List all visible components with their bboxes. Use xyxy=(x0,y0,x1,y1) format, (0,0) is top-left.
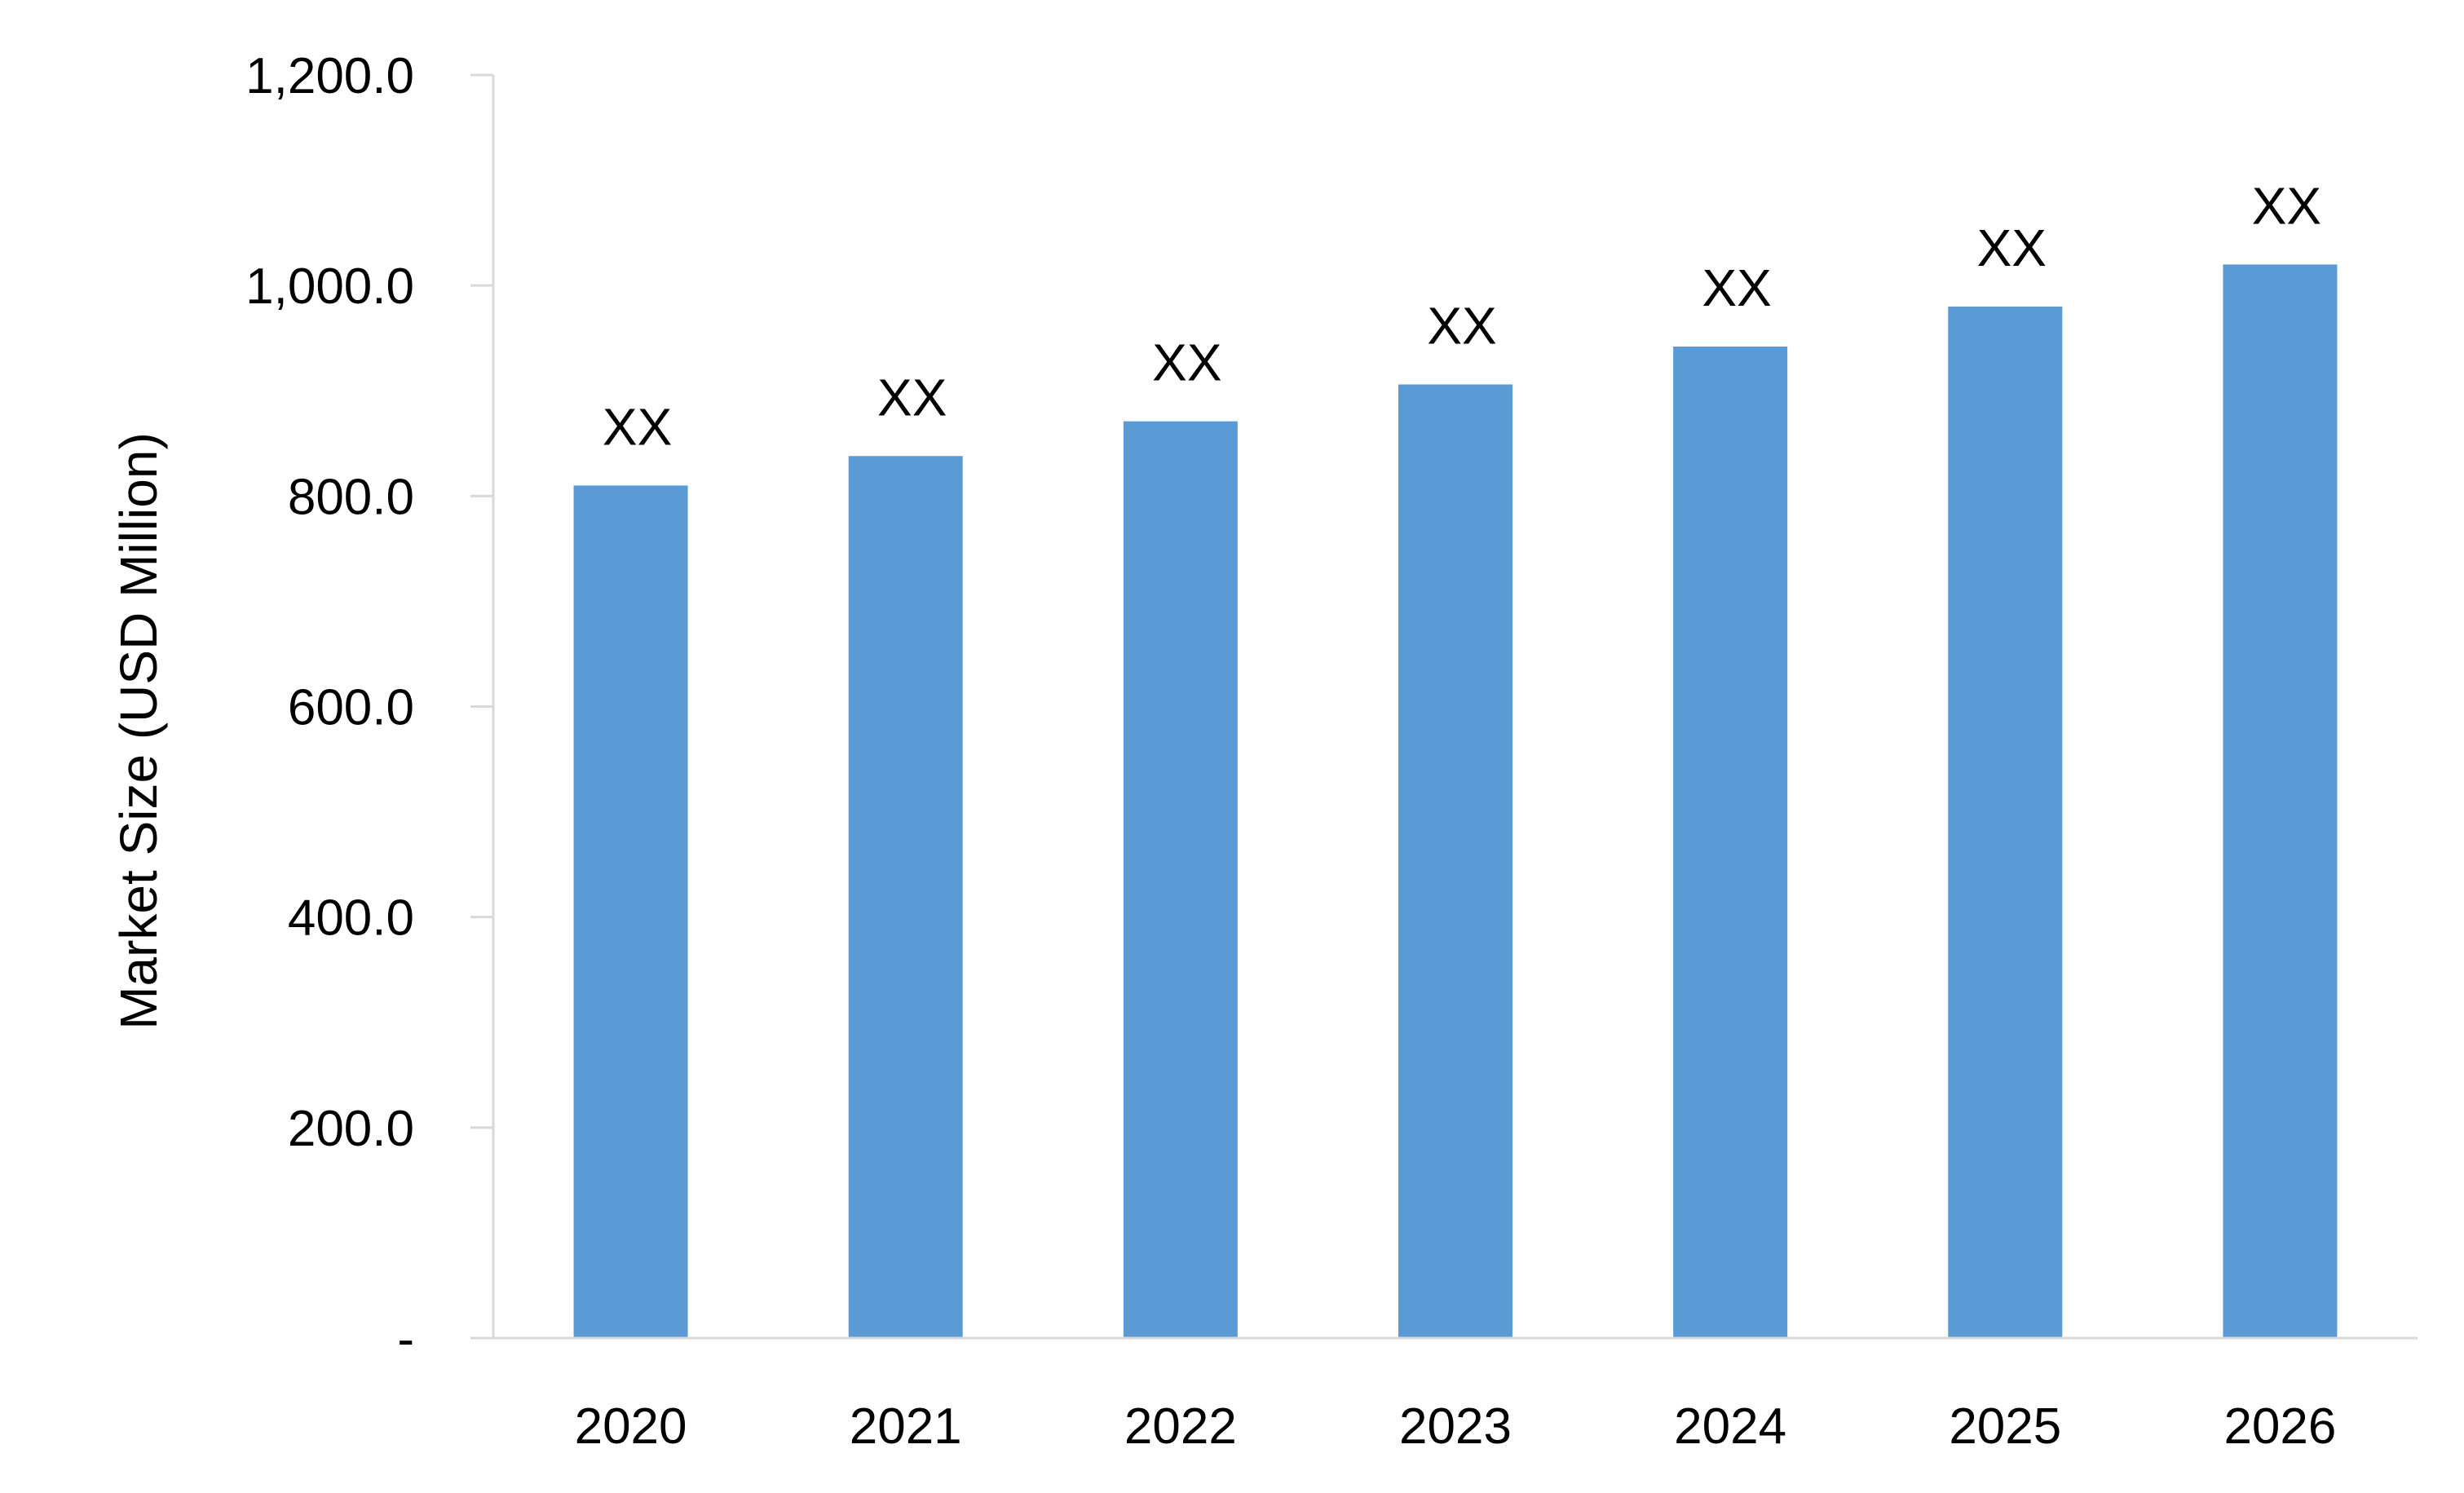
data-label-2022: XX xyxy=(1152,333,1221,392)
data-label-2026: XX xyxy=(2252,176,2321,235)
y-tick-label: 600.0 xyxy=(288,680,414,736)
bars xyxy=(573,264,2338,1339)
y-axis-ticks: - 200.0 400.0 600.0 800.0 1,000.0 1,200.0 xyxy=(245,48,493,1367)
bar-2024 xyxy=(1673,347,1788,1338)
bar-2023 xyxy=(1398,384,1512,1338)
y-tick-label: - xyxy=(397,1311,414,1367)
x-tick-label-2021: 2021 xyxy=(850,1398,962,1455)
bar-2020 xyxy=(573,485,688,1338)
x-tick-label-2020: 2020 xyxy=(575,1398,687,1455)
x-tick-label-2023: 2023 xyxy=(1399,1398,1512,1455)
data-label-2020: XX xyxy=(603,397,672,456)
bar-2022 xyxy=(1123,421,1238,1339)
data-label-2021: XX xyxy=(877,368,947,426)
y-tick-label: 200.0 xyxy=(288,1101,414,1157)
bar-2025 xyxy=(1948,306,2063,1338)
y-tick-label: 800.0 xyxy=(288,469,414,525)
x-axis-ticks: 2020 2021 2022 2023 2024 2025 2026 xyxy=(575,1398,2337,1455)
data-labels: XX XX XX XX XX XX XX xyxy=(603,176,2321,456)
bar-2026 xyxy=(2223,264,2338,1339)
x-tick-label-2024: 2024 xyxy=(1674,1398,1786,1455)
data-label-2023: XX xyxy=(1427,297,1496,356)
x-tick-label-2022: 2022 xyxy=(1124,1398,1237,1455)
bar-2021 xyxy=(848,456,963,1338)
x-tick-label-2025: 2025 xyxy=(1949,1398,2061,1455)
data-label-2025: XX xyxy=(1977,219,2047,277)
data-label-2024: XX xyxy=(1702,258,1771,317)
y-axis-title: Market Size (USD Million) xyxy=(109,432,168,1030)
y-tick-label: 400.0 xyxy=(288,890,414,947)
y-tick-label: 1,000.0 xyxy=(245,258,414,315)
y-tick-label: 1,200.0 xyxy=(245,48,414,104)
x-tick-label-2026: 2026 xyxy=(2223,1398,2336,1455)
